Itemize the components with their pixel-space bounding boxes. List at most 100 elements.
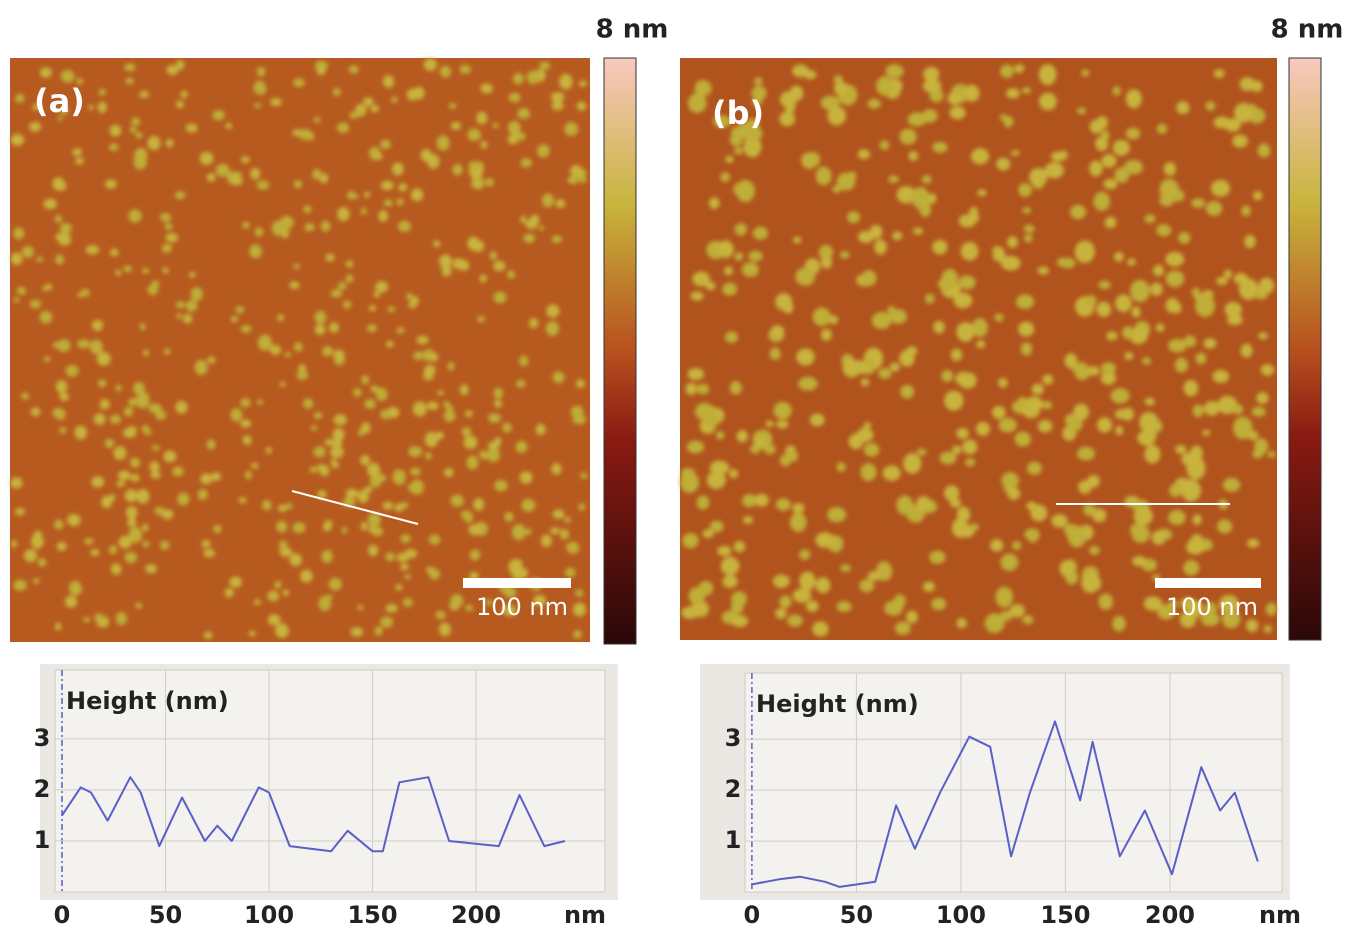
particle — [91, 476, 105, 488]
particle — [203, 631, 213, 639]
particle — [545, 321, 559, 336]
particle — [278, 540, 288, 550]
scale-bar-label: 100 nm — [476, 593, 568, 621]
particle — [235, 306, 245, 314]
particle — [911, 186, 930, 209]
particle — [294, 180, 303, 189]
particle — [29, 299, 41, 309]
particle — [1144, 214, 1156, 224]
particle — [104, 179, 117, 189]
profile-line — [291, 490, 419, 525]
particle — [884, 600, 904, 616]
particle — [224, 587, 234, 598]
particle — [818, 244, 834, 260]
particle — [15, 93, 25, 103]
particle — [1110, 388, 1130, 404]
particle — [248, 630, 256, 637]
particle — [343, 300, 352, 309]
particle — [333, 414, 347, 426]
particle — [871, 311, 892, 330]
particle — [938, 277, 953, 291]
particle — [330, 458, 337, 464]
particle — [977, 189, 987, 197]
particle — [257, 399, 264, 405]
afm-image — [10, 58, 590, 642]
particle — [489, 251, 498, 261]
particle — [450, 121, 462, 131]
particle — [889, 362, 900, 372]
particle — [1100, 371, 1117, 385]
particle — [54, 622, 62, 631]
particle — [165, 232, 179, 243]
particle — [1244, 234, 1256, 249]
particle — [775, 293, 793, 311]
particle — [293, 263, 300, 269]
particle — [92, 319, 104, 331]
particle — [848, 433, 864, 450]
y-tick-label: 2 — [34, 775, 51, 803]
particle — [1178, 232, 1191, 244]
particle — [385, 340, 394, 348]
particle — [956, 506, 971, 523]
particle — [1092, 508, 1107, 523]
particle — [575, 379, 585, 388]
particle — [23, 549, 38, 562]
particle — [565, 567, 576, 578]
particle — [812, 621, 829, 637]
particle — [468, 161, 481, 171]
particle — [867, 571, 881, 581]
particle — [109, 414, 122, 424]
x-tick-label: 200 — [451, 901, 501, 929]
particle — [310, 425, 318, 431]
particle — [76, 77, 84, 85]
particle — [731, 591, 747, 607]
particle — [929, 550, 946, 564]
particle — [1139, 411, 1159, 433]
particle — [860, 463, 877, 482]
particle — [74, 425, 87, 440]
particle — [1150, 282, 1163, 297]
particle — [1222, 477, 1241, 493]
particle — [1211, 179, 1231, 197]
particle — [427, 154, 440, 169]
particle — [200, 473, 213, 485]
particle — [1217, 519, 1233, 534]
particle — [366, 398, 373, 406]
particle — [1014, 431, 1032, 447]
particle — [1265, 602, 1277, 616]
particle — [28, 122, 42, 132]
particle — [716, 430, 725, 440]
particle — [277, 313, 284, 322]
particle — [1258, 277, 1275, 294]
particle — [1024, 528, 1040, 541]
particle — [89, 339, 103, 355]
particle — [494, 479, 508, 492]
particle — [720, 556, 740, 576]
particle — [276, 520, 288, 533]
particle — [1018, 321, 1035, 337]
particle — [373, 291, 381, 298]
particle — [1186, 539, 1203, 555]
particle — [769, 347, 781, 361]
colorbar — [603, 57, 637, 645]
particle — [772, 574, 790, 588]
particle — [519, 355, 529, 367]
particle — [508, 559, 523, 575]
particle — [37, 558, 47, 567]
particle — [1204, 401, 1220, 416]
particle — [128, 209, 142, 223]
particle — [958, 275, 976, 290]
particle — [1246, 619, 1259, 633]
particle — [251, 462, 259, 469]
particle — [43, 356, 51, 362]
particle — [313, 412, 323, 420]
particle — [13, 297, 20, 303]
particle — [201, 539, 211, 548]
particle — [479, 451, 489, 460]
particle — [1227, 314, 1243, 326]
particle — [1022, 207, 1032, 214]
particle — [1051, 514, 1068, 528]
particle — [435, 610, 446, 620]
particle — [271, 220, 286, 236]
particle — [1083, 504, 1096, 516]
